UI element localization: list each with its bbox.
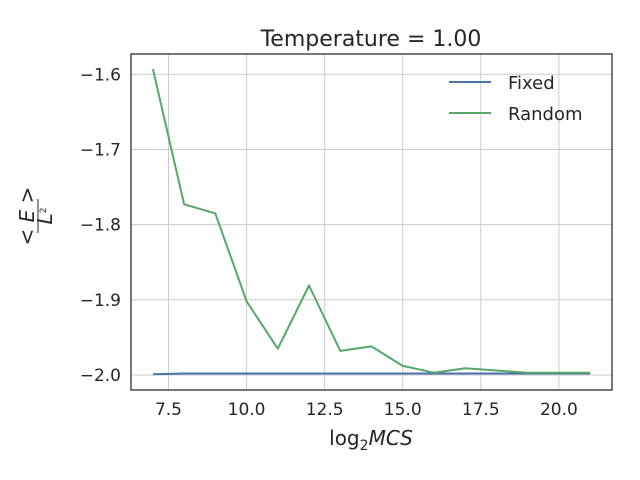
- y-axis-label-numerator: < E >: [15, 187, 39, 246]
- y-axis-label: < E > L2: [15, 187, 57, 246]
- x-tick-label: 20.0: [540, 400, 578, 420]
- x-tick-label: 7.5: [155, 400, 182, 420]
- y-tick-label: −1.9: [80, 291, 121, 311]
- legend-label-fixed: Fixed: [508, 73, 555, 94]
- legend-label-random: Random: [508, 104, 583, 125]
- x-tick-labels: 7.5 10.0 12.5 15.0 17.5 20.0: [155, 400, 578, 420]
- x-tick-label: 15.0: [384, 400, 422, 420]
- x-axis-label-variable: MCS: [369, 426, 414, 450]
- y-tick-label: −1.7: [80, 140, 121, 160]
- x-axis-label-subscript: 2: [360, 438, 369, 454]
- chart-title: Temperature = 1.00: [260, 27, 482, 52]
- x-tick-label: 10.0: [228, 400, 266, 420]
- series-line-fixed: [152, 372, 591, 376]
- y-tick-label: −2.0: [80, 366, 121, 386]
- x-tick-label: 17.5: [462, 400, 500, 420]
- x-axis-label: log2MCS: [329, 426, 413, 454]
- x-axis-label-prefix: log: [329, 426, 360, 450]
- y-tick-labels: −1.6 −1.7 −1.8 −1.9 −2.0: [80, 65, 121, 386]
- y-tick-label: −1.8: [80, 216, 121, 236]
- x-tick-label: 12.5: [306, 400, 344, 420]
- series-line-random: [151, 68, 591, 374]
- legend: Fixed Random: [449, 73, 583, 125]
- plot-frame: [130, 53, 613, 391]
- grid: [131, 54, 612, 390]
- series-lines: [151, 68, 591, 376]
- y-tick-label: −1.6: [80, 65, 121, 85]
- y-axis-label-denominator: L2: [33, 208, 57, 225]
